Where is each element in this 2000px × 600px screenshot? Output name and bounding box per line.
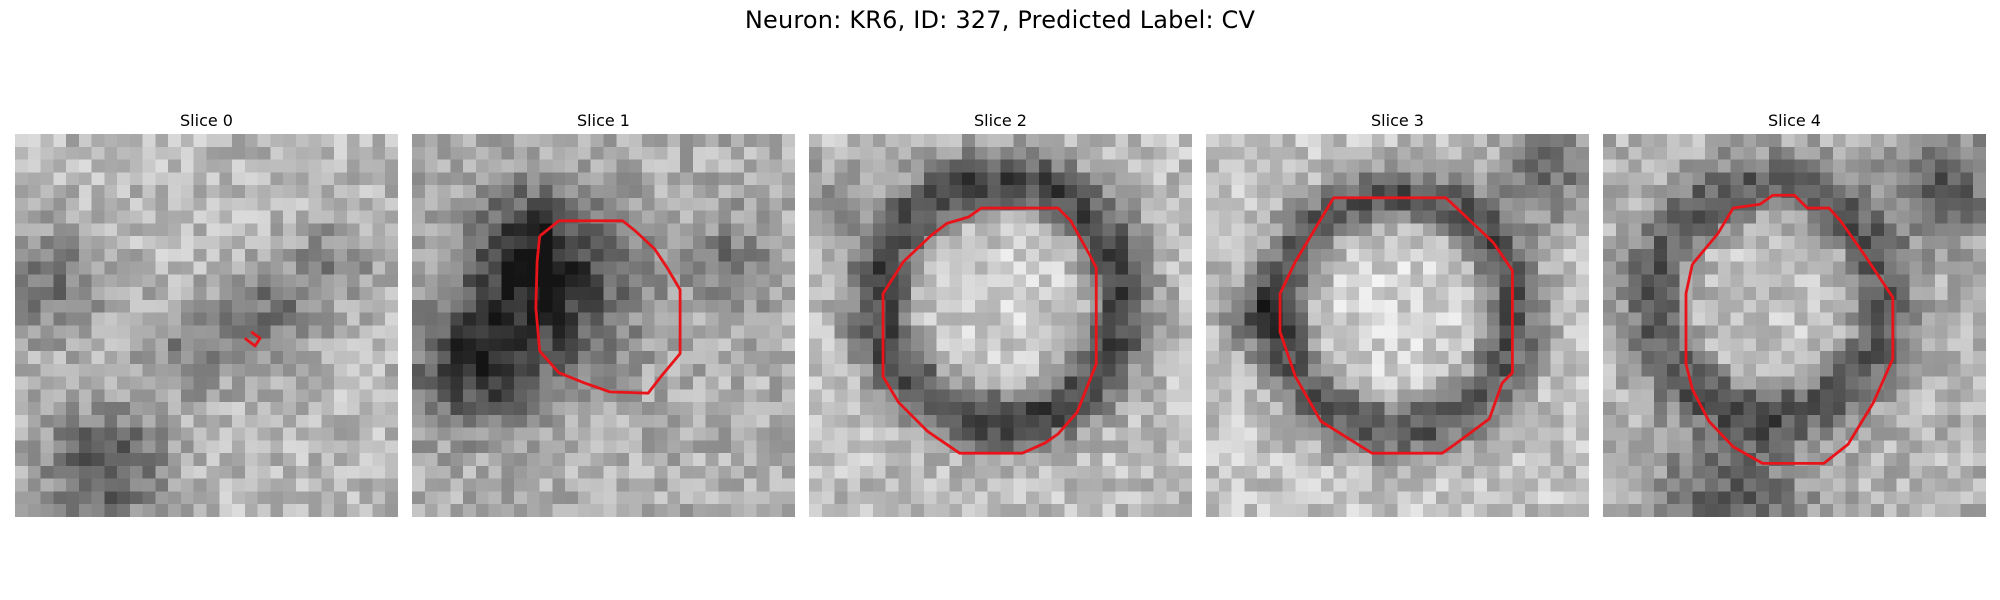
slice-title: Slice 1 xyxy=(577,111,630,130)
slice-title: Slice 4 xyxy=(1768,111,1821,130)
slice-image-4 xyxy=(1603,134,1986,517)
segmentation-contour xyxy=(1278,196,1514,455)
slice-panel-0: Slice 0 xyxy=(15,110,398,517)
segmentation-contour xyxy=(534,219,682,395)
slice-image-2 xyxy=(809,134,1192,517)
slice-panel-2: Slice 2 xyxy=(809,110,1192,517)
slice-image-0 xyxy=(15,134,398,517)
slice-image-3 xyxy=(1206,134,1589,517)
slice-title: Slice 3 xyxy=(1371,111,1424,130)
slice-title: Slice 0 xyxy=(180,111,233,130)
slice-panel-1: Slice 1 xyxy=(412,110,795,517)
segmentation-contour xyxy=(243,330,262,348)
slice-panel-3: Slice 3 xyxy=(1206,110,1589,517)
slice-image-1 xyxy=(412,134,795,517)
segmentation-contour xyxy=(1684,193,1895,465)
slice-title: Slice 2 xyxy=(974,111,1027,130)
segmentation-contour xyxy=(881,206,1098,455)
slice-panel-4: Slice 4 xyxy=(1603,110,1986,517)
figure-title: Neuron: KR6, ID: 327, Predicted Label: C… xyxy=(744,6,1256,34)
